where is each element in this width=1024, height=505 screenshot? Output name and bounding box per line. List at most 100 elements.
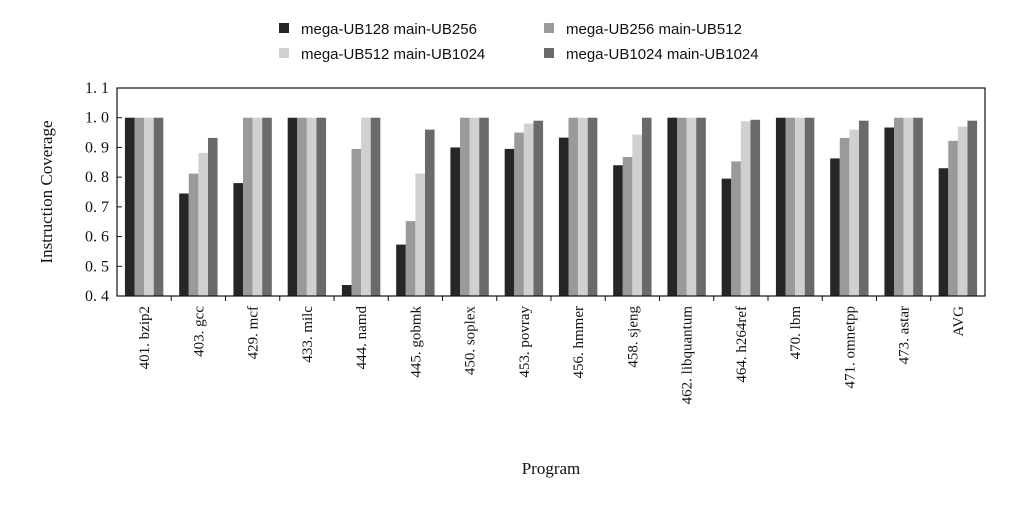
bar xyxy=(696,117,706,296)
x-category-label: 444. namd xyxy=(354,306,370,370)
x-category-label: 458. sjeng xyxy=(625,306,641,368)
bar xyxy=(233,183,244,296)
bar xyxy=(622,156,633,296)
x-category-label: 453. povray xyxy=(517,306,533,378)
bar xyxy=(641,117,652,296)
bar xyxy=(913,117,923,296)
y-tick-label: 0. 9 xyxy=(85,139,109,156)
bar xyxy=(721,178,732,296)
bar xyxy=(179,193,189,296)
bar xyxy=(686,117,697,296)
bar xyxy=(252,117,263,296)
x-category-label: 473. astar xyxy=(897,306,913,364)
bar xyxy=(370,117,381,296)
bar xyxy=(134,117,145,296)
y-tick-label: 1. 0 xyxy=(85,110,109,127)
bar xyxy=(903,117,914,296)
bar xyxy=(578,117,588,296)
bar xyxy=(514,132,524,296)
legend-label: mega-UB128 main-UB256 xyxy=(301,21,477,38)
y-tick-label: 0. 4 xyxy=(85,288,109,305)
y-axis: 0. 4 0. 5 0. 6 0. 7 0. 8 0. 9 1. 0 1. 1 xyxy=(85,80,122,305)
bar xyxy=(533,120,544,296)
y-tick-label: 0. 7 xyxy=(85,199,109,216)
bar xyxy=(858,120,869,296)
bar xyxy=(198,152,208,296)
bar xyxy=(667,117,678,296)
x-category-label: 433. milc xyxy=(300,306,316,363)
y-tick-label: 0. 6 xyxy=(85,229,109,246)
bar xyxy=(479,117,489,296)
x-category-label: 471. omnetpp xyxy=(842,306,858,389)
x-category-label: 445. gobmk xyxy=(408,306,424,378)
bar xyxy=(469,117,480,296)
x-category-label: AVG xyxy=(951,306,967,337)
legend: mega-UB128 main-UB256 mega-UB256 main-UB5… xyxy=(279,21,759,63)
bar xyxy=(523,123,534,297)
bar xyxy=(804,117,815,296)
bar xyxy=(153,117,164,296)
bar xyxy=(415,173,425,296)
y-tick-label: 1. 1 xyxy=(85,80,109,97)
x-category-label: 456. hmmer xyxy=(571,306,587,379)
bar xyxy=(849,129,859,296)
legend-swatch xyxy=(279,48,289,58)
bar xyxy=(750,119,761,297)
bar xyxy=(613,165,623,296)
bar xyxy=(243,117,253,296)
x-axis: 401. bzip2 403. gcc 429. mcf 433. milc 444. … xyxy=(137,296,967,404)
x-category-label: 403. gcc xyxy=(191,306,207,357)
bar xyxy=(731,161,741,296)
bar xyxy=(124,117,135,296)
bar xyxy=(894,117,904,296)
bar xyxy=(460,117,470,296)
bar xyxy=(188,173,199,296)
bar xyxy=(785,117,796,296)
x-category-label: 401. bzip2 xyxy=(137,306,153,369)
legend-label: mega-UB512 main-UB1024 xyxy=(301,46,485,63)
bar xyxy=(587,117,598,296)
bar xyxy=(558,137,569,296)
bar xyxy=(830,158,840,296)
legend-swatch xyxy=(544,48,554,58)
bar xyxy=(568,117,579,296)
bar xyxy=(207,137,218,296)
bar xyxy=(262,117,272,296)
bar xyxy=(361,117,371,296)
legend-label: mega-UB256 main-UB512 xyxy=(566,21,742,38)
y-tick-label: 0. 5 xyxy=(85,258,109,275)
bar xyxy=(297,117,307,296)
bar xyxy=(775,117,786,296)
bar xyxy=(839,137,850,296)
bar xyxy=(948,140,958,296)
x-category-label: 464. h264ref xyxy=(734,306,750,383)
y-axis-title: Instruction Coverage xyxy=(37,120,56,263)
bar xyxy=(316,117,327,296)
x-axis-title: Program xyxy=(522,459,581,478)
x-category-label: 429. mcf xyxy=(246,306,262,359)
legend-swatch xyxy=(544,23,554,33)
bar xyxy=(351,148,362,296)
bar xyxy=(424,129,435,296)
bar xyxy=(740,121,751,296)
bar xyxy=(967,120,978,296)
bar xyxy=(504,148,515,296)
legend-swatch xyxy=(279,23,289,33)
x-category-label: 470. lbm xyxy=(788,306,804,360)
bar xyxy=(938,168,949,296)
bar xyxy=(884,127,895,297)
bar xyxy=(405,221,416,296)
bars xyxy=(124,117,978,297)
bar xyxy=(677,117,687,296)
bar xyxy=(144,117,154,296)
bar xyxy=(341,285,352,296)
y-tick-label: 0. 8 xyxy=(85,169,109,186)
bar xyxy=(450,147,461,296)
bar xyxy=(632,134,642,296)
bar xyxy=(795,117,805,296)
x-category-label: 450. soplex xyxy=(463,306,479,376)
legend-label: mega-UB1024 main-UB1024 xyxy=(566,46,759,63)
x-category-label: 462. libquantum xyxy=(680,306,696,405)
